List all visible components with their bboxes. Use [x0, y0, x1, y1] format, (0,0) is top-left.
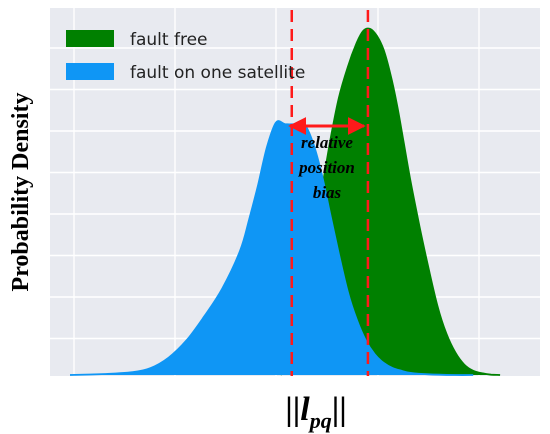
bias-annotation: relative position bias — [297, 133, 355, 202]
x-axis-label-suffix: || — [332, 391, 347, 428]
legend: fault free fault on one satellite — [66, 30, 305, 83]
annotation-line-2: position — [297, 158, 355, 177]
x-axis-label-subscript: pq — [308, 408, 332, 433]
x-axis-label-main: l — [300, 391, 310, 428]
annotation-line-3: bias — [313, 183, 342, 202]
y-axis-label: Probability Density — [8, 93, 34, 292]
legend-label-fault-free: fault free — [130, 30, 208, 50]
series-area-fault-on-one-satellite — [70, 121, 474, 376]
legend-label-fault-on-one-satellite: fault on one satellite — [130, 63, 305, 83]
legend-swatch-fault-on-one-satellite — [66, 63, 114, 80]
annotation-line-1: relative — [301, 133, 353, 152]
vline-layer — [290, 10, 370, 376]
x-axis-label-prefix: || — [285, 391, 300, 428]
legend-swatch-fault-free — [66, 30, 114, 47]
x-axis-label: ||lpq|| — [285, 391, 346, 433]
